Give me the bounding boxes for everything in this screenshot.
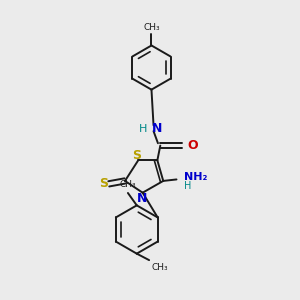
Text: O: O bbox=[188, 139, 198, 152]
Text: H: H bbox=[139, 124, 148, 134]
Text: CH₃: CH₃ bbox=[119, 180, 136, 189]
Text: S: S bbox=[132, 148, 141, 161]
Text: CH₃: CH₃ bbox=[152, 263, 168, 272]
Text: NH₂: NH₂ bbox=[184, 172, 207, 182]
Text: N: N bbox=[152, 122, 163, 135]
Text: N: N bbox=[137, 192, 147, 205]
Text: H: H bbox=[184, 181, 191, 191]
Text: CH₃: CH₃ bbox=[143, 23, 160, 32]
Text: S: S bbox=[99, 177, 108, 190]
